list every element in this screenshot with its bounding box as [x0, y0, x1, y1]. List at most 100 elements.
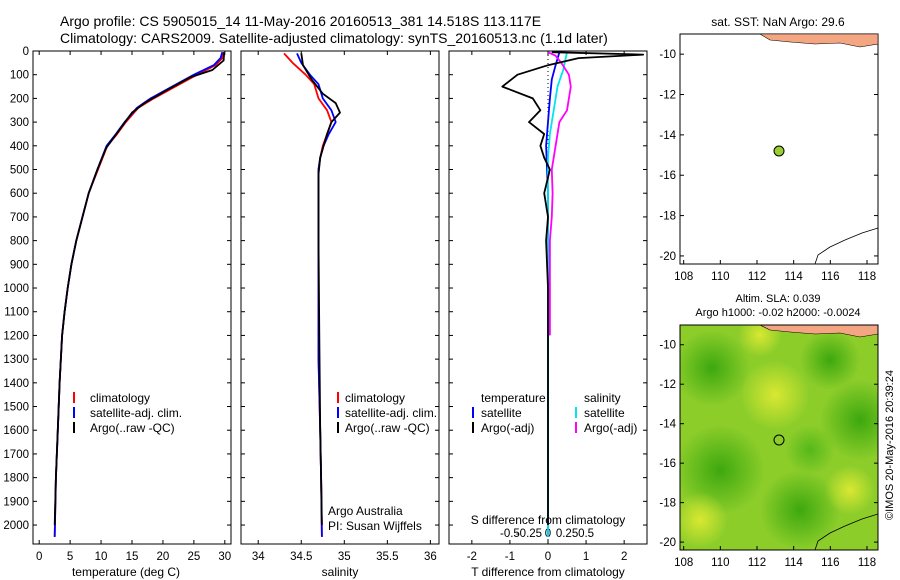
temperature-legend: climatology satellite-adj. clim. Argo(..…	[73, 391, 182, 435]
y-tick-label: 1300	[3, 354, 29, 366]
x-tick-label: 0	[545, 551, 551, 563]
x-tick-label: 35	[338, 551, 351, 563]
sla-map-frame	[679, 324, 879, 551]
sst-map-ticks: 108 110 112 114 116 118 -10 -12 -14 -16 -18 -20	[659, 49, 878, 283]
x-tick-label: 15	[126, 551, 139, 563]
x-tick-top-label: -0.25	[516, 528, 542, 540]
map-x-tick-label: 118	[858, 271, 876, 283]
map-x-tick-label: 116	[821, 271, 839, 283]
map-x-tick-label: 110	[711, 271, 729, 283]
x-tick-top-label: 0.25	[556, 528, 578, 540]
series-climatology	[53, 52, 225, 537]
sst-map: 108 110 112 114 116 118 -10 -12 -14 -16 -18 -20	[659, 33, 879, 283]
legend-swatch-argo	[73, 422, 75, 433]
map-x-tick-label: 112	[748, 557, 766, 569]
map-x-tick-label: 108	[674, 271, 693, 283]
y-tick-label: 1000	[3, 283, 29, 295]
map-x-tick-label: 108	[674, 557, 693, 569]
y-tick-label: 1500	[3, 402, 29, 414]
y-tick-label: 1800	[3, 473, 29, 485]
x-tick-label: 25	[187, 551, 200, 563]
legend-swatch-argo	[337, 422, 339, 433]
x-tick-label: -2	[467, 551, 477, 563]
difference-plot: -2 -1 0 1 2-0.5-0.25 0 0.25 0.5	[449, 50, 647, 563]
y-tick-label: 0	[23, 46, 29, 58]
sst-map-title: sat. SST: NaN Argo: 29.6	[711, 15, 845, 29]
legend-swatch-satellite	[73, 407, 75, 418]
x-tick-label: 36	[424, 551, 437, 563]
legend-t-argo: Argo(-adj)	[481, 421, 534, 435]
map-x-tick-label: 112	[748, 271, 766, 283]
x-tick-label: 30	[218, 551, 231, 563]
y-tick-label: 100	[10, 70, 29, 82]
y-tick-label: 1900	[3, 496, 29, 508]
sla-map-title-2: Argo h1000: -0.02 h2000: -0.0024	[695, 307, 860, 319]
legend-swatch-climatology	[73, 392, 75, 403]
sst-argo-point	[773, 145, 785, 157]
map-x-tick-label: 118	[858, 557, 876, 569]
x-tick-label: 10	[95, 551, 108, 563]
y-tick-label: 500	[10, 165, 29, 177]
salinity-plot: 34 34.5 35 35.5 36	[241, 50, 439, 563]
x-tick-top-label: -0.5	[500, 528, 520, 540]
y-tick-label: 600	[10, 188, 29, 200]
map-y-tick-label: -12	[659, 379, 676, 391]
sla-argo-point	[773, 434, 785, 446]
credit-line-1: Argo Australia	[328, 504, 403, 518]
title-line-1: Argo profile: CS 5905015_14 11-May-2016 …	[60, 13, 541, 29]
x-tick-label: 35.5	[376, 551, 398, 563]
legend-title-salinity: salinity	[584, 391, 621, 405]
difference-legend: temperature salinity satellite Argo(-adj…	[472, 391, 637, 435]
map-x-tick-label: 114	[784, 557, 803, 569]
legend-s-argo: Argo(-adj)	[584, 421, 637, 435]
y-tick-label: 900	[10, 259, 29, 271]
legend-swatch-climatology	[337, 392, 339, 403]
x-tick-top-label: 0.5	[578, 528, 594, 540]
salinity-xlabel: salinity	[322, 565, 359, 579]
series-satellite	[547, 52, 568, 537]
difference-xlabel: T difference from climatology	[471, 565, 625, 579]
y-tick-label: 200	[10, 93, 29, 105]
map-y-tick-label: -14	[659, 130, 676, 142]
x-tick-label: 2	[621, 551, 627, 563]
temperature-axes	[32, 50, 232, 545]
map-y-tick-label: -12	[659, 90, 676, 102]
salinity-axes	[240, 50, 440, 545]
x-tick-label: 1	[583, 551, 589, 563]
title-line-2: Climatology: CARS2009. Satellite-adjuste…	[60, 30, 608, 46]
map-y-tick-label: -18	[659, 211, 676, 223]
series-argo-adj	[501, 51, 645, 525]
y-tick-label: 1200	[3, 330, 29, 342]
legend-swatch-satellite	[337, 407, 339, 418]
legend-swatch-t-argo	[472, 422, 474, 433]
difference-xlabel-top: S difference from climatology	[471, 513, 626, 527]
x-tick-label: 0	[36, 551, 42, 563]
map-y-tick-label: -10	[659, 49, 676, 61]
x-tick-label: 5	[67, 551, 73, 563]
series-argo-adj	[547, 51, 572, 336]
temperature-xlabel: temperature (deg C)	[72, 565, 180, 579]
side-caption: ©IMOS 20-May-2016 20:39:24	[884, 370, 896, 520]
salinity-legend: climatology satellite-adj. clim. Argo(..…	[328, 391, 437, 533]
legend-swatch-s-satellite	[575, 407, 577, 418]
legend-climatology: climatology	[345, 391, 405, 405]
sst-land-top	[758, 33, 879, 48]
sla-map-title-1: Altim. SLA: 0.039	[736, 293, 821, 305]
series-climatology	[283, 52, 333, 537]
y-tick-label: 1600	[3, 425, 29, 437]
y-tick-label: 1100	[4, 307, 29, 319]
legend-satellite: satellite-adj. clim.	[90, 406, 182, 420]
legend-title-temperature: temperature	[481, 391, 546, 405]
y-tick-label: 700	[10, 212, 29, 224]
legend-satellite: satellite-adj. clim.	[345, 406, 437, 420]
legend-argo: Argo(..raw -QC)	[345, 421, 430, 435]
legend-t-satellite: satellite	[481, 406, 522, 420]
x-tick-label: 34	[252, 551, 265, 563]
sla-map: 108 110 112 114 116 118 -10 -12 -14 -16 -18 -20	[659, 324, 879, 569]
map-y-tick-label: -20	[659, 537, 676, 549]
legend-argo: Argo(..raw -QC)	[90, 421, 175, 435]
y-tick-label: 1700	[3, 449, 29, 461]
map-y-tick-label: -20	[659, 251, 676, 263]
y-tick-label: 1400	[3, 378, 29, 390]
